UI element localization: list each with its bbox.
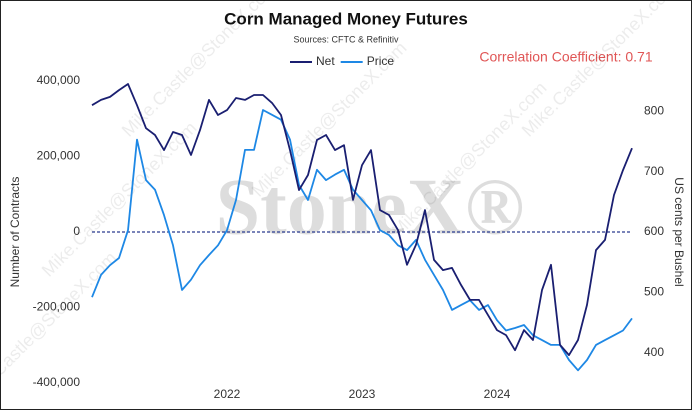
y2-tick-label: 500 [644, 285, 664, 299]
y-tick-label: 400,000 [37, 73, 81, 87]
annotation: Correlation Coefficient: 0.71 [479, 49, 652, 65]
y2-tick-label: 800 [644, 103, 664, 117]
x-tick-label: 2024 [484, 387, 511, 401]
x-tick-label: 2023 [349, 387, 376, 401]
chart-title: Corn Managed Money Futures [224, 9, 468, 28]
legend-label: Net [316, 54, 335, 68]
line-series [91, 109, 633, 372]
chart-subtitle: Sources: CFTC & Refinitiv [293, 34, 399, 44]
y2-tick-label: 600 [644, 224, 664, 238]
line-series [91, 83, 633, 356]
y-tick-label: 200,000 [37, 149, 81, 163]
legend-label: Price [367, 54, 395, 68]
y2-axis-label: US cents per Bushel [672, 177, 686, 286]
y2-tick-label: 700 [644, 164, 664, 178]
x-tick-label: 2022 [214, 387, 241, 401]
y2-tick-label: 400 [644, 345, 664, 359]
y-tick-label: -200,000 [33, 300, 81, 314]
watermark: StoneX® [216, 163, 525, 251]
y-tick-label: 0 [73, 224, 80, 238]
y-tick-label: -400,000 [33, 375, 81, 389]
y-axis-label: Number of Contracts [8, 177, 22, 288]
